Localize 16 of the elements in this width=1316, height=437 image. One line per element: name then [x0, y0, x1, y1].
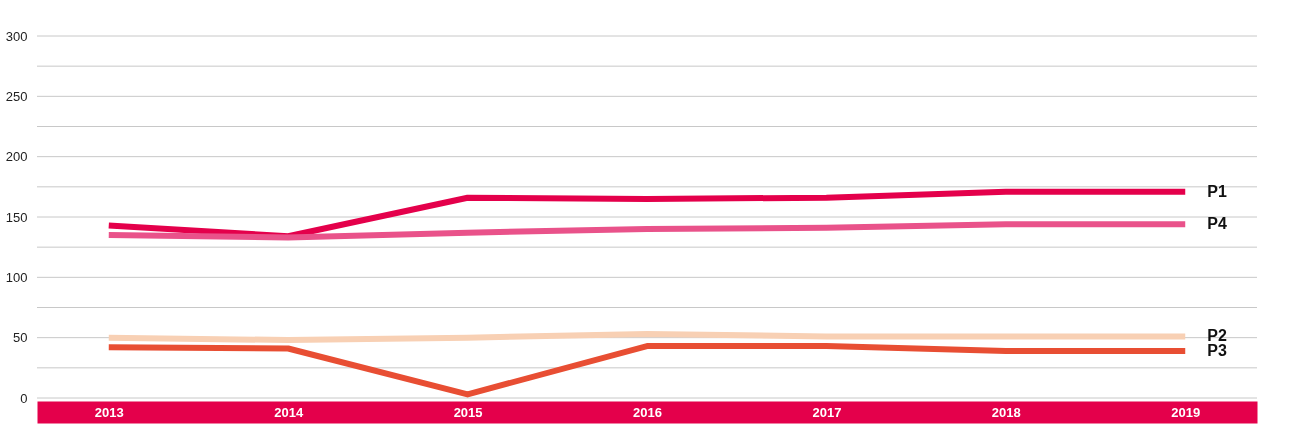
y-tick-label: 0 [20, 390, 28, 406]
series-label: P1 [1207, 182, 1227, 200]
y-tick-label: 100 [5, 269, 28, 285]
x-tick-label: 2016 [633, 404, 662, 420]
y-tick-label: 150 [5, 209, 28, 225]
x-tick-label: 2017 [812, 404, 842, 420]
y-tick-label: 50 [13, 330, 28, 346]
series-label: P4 [1207, 215, 1227, 233]
x-tick-label: 2015 [453, 404, 483, 420]
x-tick-label: 2018 [991, 404, 1021, 420]
x-tick-label: 2019 [1171, 404, 1201, 420]
y-tick-label: 300 [5, 28, 28, 44]
y-tick-label: 200 [5, 149, 28, 165]
y-tick-label: 250 [5, 88, 28, 104]
x-tick-label: 2014 [274, 404, 304, 420]
x-tick-label: 2013 [94, 404, 124, 420]
